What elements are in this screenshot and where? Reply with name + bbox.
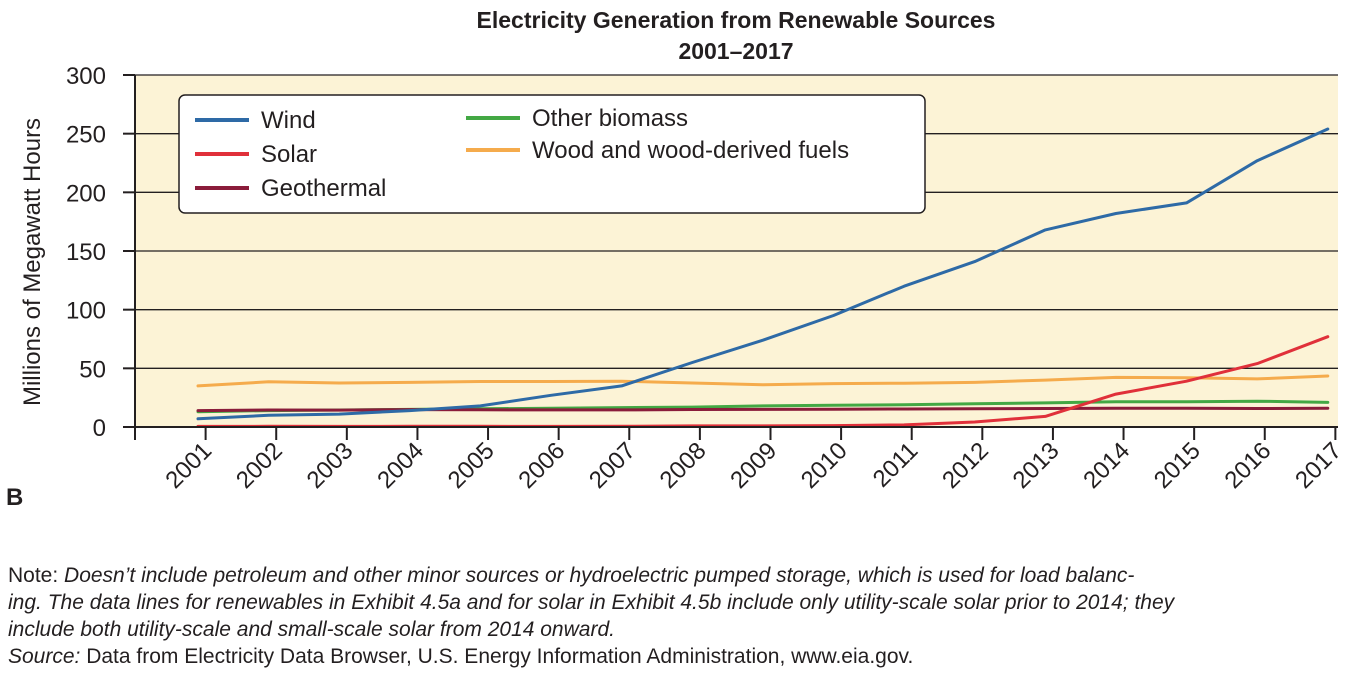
legend-box: [178, 94, 926, 214]
y-tick-label-100: 100: [66, 298, 106, 325]
source-line: Source: Data from Electricity Data Brows…: [8, 643, 1338, 670]
note-line-2: ing. The data lines for renewables in Ex…: [8, 591, 1175, 614]
y-axis-label: Millions of Megawatt Hours: [19, 118, 46, 406]
x-tick-label-2016: 2016: [1220, 437, 1277, 494]
legend-label-solar: Solar: [261, 141, 317, 168]
x-tick-label-2003: 2003: [302, 437, 359, 494]
x-tick-label-2006: 2006: [513, 437, 570, 494]
x-ticks: 2001 2002 2003 2004 2005 2006 2007 2008 2009 2010…: [134, 427, 1347, 494]
x-tick-label-2014: 2014: [1078, 437, 1135, 494]
x-tick-label-2002: 2002: [231, 437, 288, 494]
legend-label-wood-and-wood-derived-fuels: Wood and wood-derived fuels: [532, 137, 849, 164]
chart: Electricity Generation from Renewable So…: [6, 7, 1347, 511]
series-line-geothermal: [196, 406, 1330, 413]
chart-title-line-2: 2001–2017: [678, 38, 793, 64]
series-line-wood-and-wood-derived-fuels: [196, 374, 1330, 388]
x-tick-label-2009: 2009: [725, 437, 782, 494]
source-text: Data from Electricity Data Browser, U.S.…: [80, 645, 914, 668]
y-tick-label-0: 0: [93, 415, 106, 442]
y-tick-label-250: 250: [66, 122, 106, 149]
x-tick-label-2001: 2001: [160, 437, 217, 494]
x-tick-label-2015: 2015: [1149, 437, 1206, 494]
y-tick-label-300: 300: [66, 63, 106, 90]
y-ticks: 0 50 100 150 200 250 300: [66, 63, 135, 442]
legend: Wind Solar Geothermal Other biomass Wood and…: [178, 94, 926, 214]
panel-label: B: [6, 484, 23, 511]
x-tick-label-2013: 2013: [1008, 437, 1065, 494]
x-tick-label-2017: 2017: [1290, 437, 1347, 494]
note-line-3: include both utility-scale and small-sca…: [8, 618, 615, 641]
x-tick-label-2004: 2004: [372, 437, 429, 494]
series-line-wind: [196, 127, 1330, 421]
x-tick-label-2008: 2008: [655, 437, 712, 494]
chart-title-line-1: Electricity Generation from Renewable So…: [477, 7, 996, 33]
y-tick-label-150: 150: [66, 239, 106, 266]
note-text: Doesn’t include petroleum and other mino…: [64, 564, 1135, 587]
y-tick-label-200: 200: [66, 180, 106, 207]
x-tick-label-2012: 2012: [937, 437, 994, 494]
note-line-1: Note: Doesn’t include petroleum and othe…: [8, 562, 1338, 589]
source-prefix: Source:: [8, 645, 81, 668]
y-tick-label-50: 50: [79, 356, 106, 383]
legend-label-wind: Wind: [261, 107, 316, 134]
x-tick-label-2007: 2007: [584, 437, 641, 494]
x-tick-label-2005: 2005: [443, 437, 500, 494]
x-tick-label-2010: 2010: [796, 437, 853, 494]
note-prefix: Note:: [8, 564, 65, 587]
x-tick-label-2011: 2011: [868, 437, 924, 493]
series-lines: [196, 127, 1330, 428]
legend-label-other-biomass: Other biomass: [532, 105, 688, 132]
notes: Note: Doesn’t include petroleum and othe…: [8, 562, 1338, 670]
legend-label-geothermal: Geothermal: [261, 175, 386, 202]
